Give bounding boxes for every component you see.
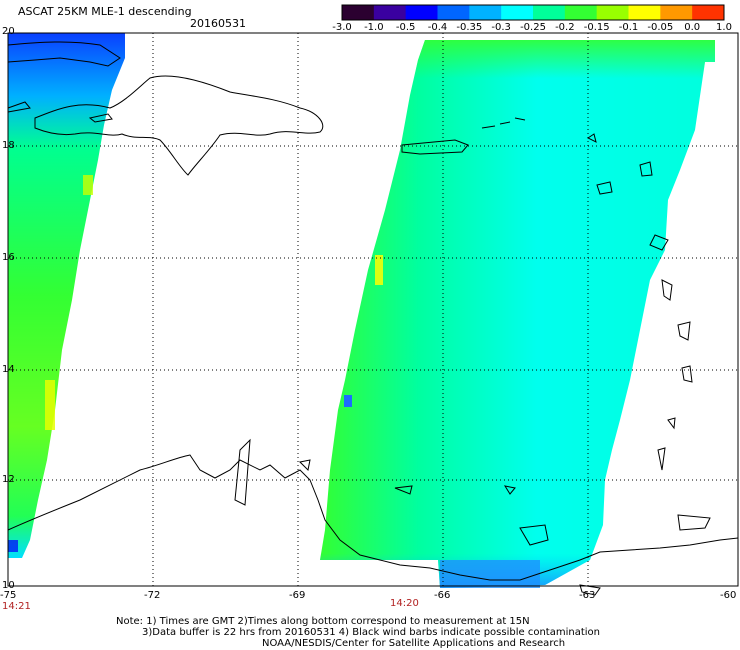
- lon-label-66: -66: [434, 590, 451, 601]
- colorbar-segment: [596, 5, 629, 20]
- colorbar-label: -1.0: [364, 22, 384, 33]
- note-line-2: 3)Data buffer is 22 hrs from 20160531 4)…: [142, 627, 600, 638]
- map-title: ASCAT 25KM MLE-1 descending: [18, 5, 192, 18]
- note-line-1: Note: 1) Times are GMT 2)Times along bot…: [116, 616, 530, 627]
- colorbar-label: 0.0: [684, 22, 701, 33]
- colorbar: [341, 4, 725, 21]
- left-swath-yellow-patch: [45, 380, 55, 430]
- lat-label-12: 12: [2, 474, 15, 485]
- colorbar-segment: [692, 5, 725, 20]
- lon-label-75: -75: [0, 590, 17, 601]
- lat-label-10: 10: [2, 580, 15, 591]
- coastlines: [7, 41, 739, 596]
- colorbar-label: -0.5: [395, 22, 416, 33]
- colorbar-label: -0.1: [618, 22, 639, 33]
- colorbar-segment: [564, 5, 598, 20]
- colorbar-segment: [533, 5, 566, 20]
- colorbar-segment: [373, 5, 407, 20]
- lon-label-63: -63: [579, 590, 596, 601]
- colorbar-label: -3.0: [332, 22, 352, 33]
- colorbar-label: -0.15: [583, 22, 610, 33]
- colorbar-label: -0.2: [555, 22, 575, 33]
- left-swath-blue-patch: [8, 540, 18, 552]
- colorbar-segment: [501, 5, 534, 20]
- right-swath: [320, 40, 715, 588]
- colorbar-label: -0.25: [520, 22, 546, 33]
- graticule: [8, 33, 738, 586]
- colorbar-segment: [628, 5, 661, 20]
- colorbar-segment: [437, 5, 470, 20]
- map-date: 20160531: [190, 17, 246, 30]
- colorbar-segment: [469, 5, 502, 20]
- lon-label-72: -72: [144, 590, 161, 601]
- lat-label-18: 18: [2, 140, 15, 151]
- colorbar-segment: [342, 5, 375, 20]
- time-right: 14:20: [390, 598, 419, 609]
- colorbar-segment: [405, 5, 438, 20]
- lat-label-14: 14: [2, 364, 15, 375]
- left-swath-yellow-patch-2: [83, 175, 93, 195]
- colorbar-label: -0.4: [427, 22, 448, 33]
- colorbar-label: -0.05: [647, 22, 674, 33]
- lat-label-16: 16: [2, 252, 15, 263]
- lon-label-69: -69: [289, 590, 306, 601]
- colorbar-label: -0.3: [491, 22, 511, 33]
- time-left: 14:21: [2, 601, 31, 612]
- note-line-3: NOAA/NESDIS/Center for Satellite Applica…: [262, 638, 566, 649]
- colorbar-segment: [660, 5, 693, 20]
- left-swath: [8, 33, 125, 558]
- lat-label-20: 20: [2, 26, 15, 37]
- colorbar-label: 1.0: [716, 22, 732, 33]
- colorbar-label: -0.35: [456, 22, 483, 33]
- lon-label-60: -60: [720, 590, 737, 601]
- map-frame: [7, 32, 739, 587]
